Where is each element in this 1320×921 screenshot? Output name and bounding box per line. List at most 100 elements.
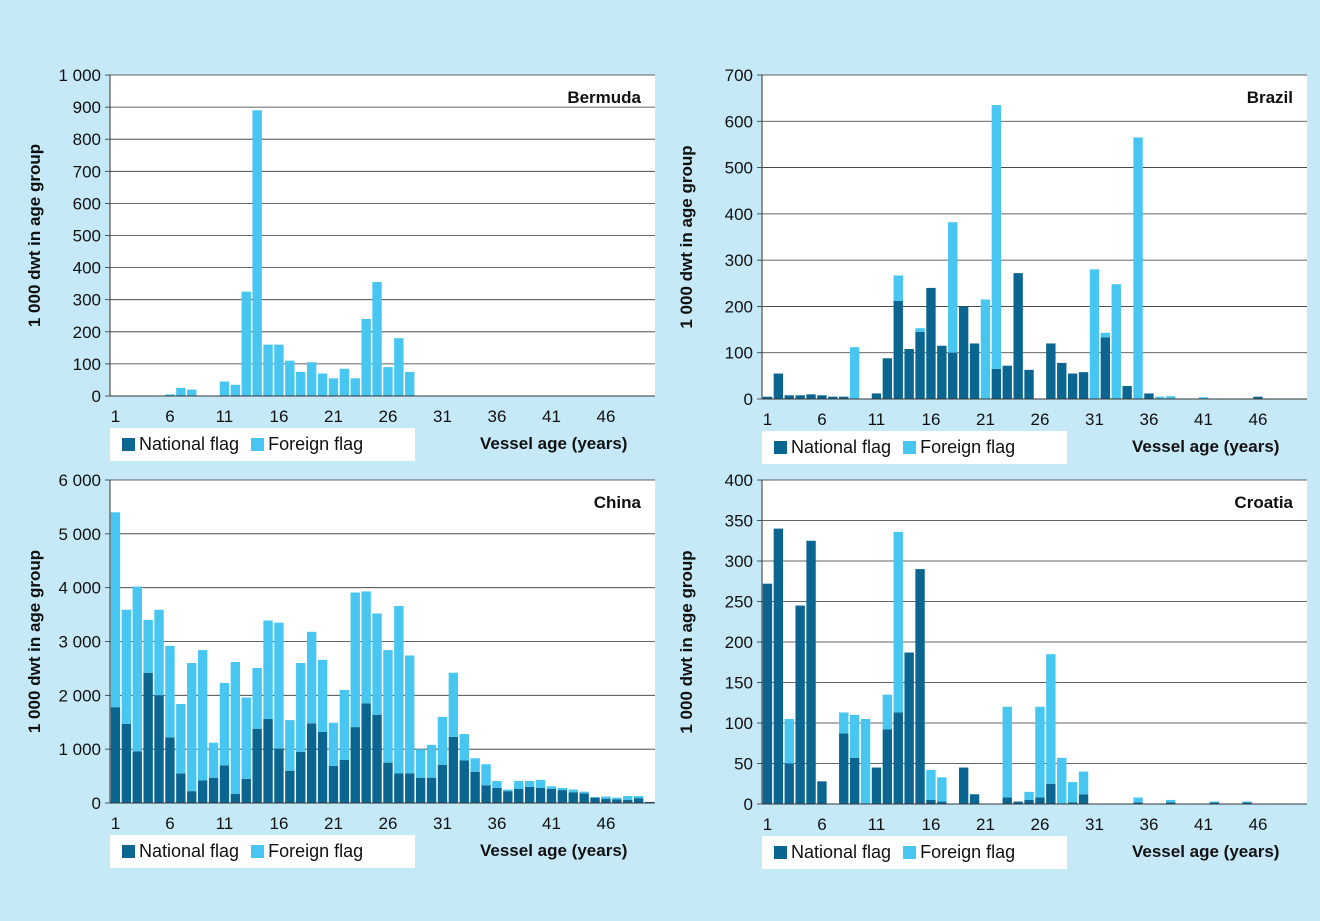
bar-foreign-flag: [263, 620, 273, 720]
bar-national-flag: [871, 767, 882, 804]
chart-panel-bermuda: 0 100 200 300 400 500 600 700 800 900 1 000 1 6 11 16 2…: [0, 55, 660, 461]
bar-national-flag: [1078, 372, 1089, 399]
bar-foreign-flag: [1209, 801, 1220, 803]
bar-national-flag: [535, 787, 546, 803]
legend-item-national-flag: National flag: [774, 437, 891, 458]
bar-national-flag: [839, 396, 849, 399]
bar-national-flag: [143, 672, 153, 803]
bar-foreign-flag: [230, 661, 241, 794]
bar-national-flag: [1166, 802, 1176, 804]
x-tick-label: 1: [763, 410, 772, 429]
plot-area: [762, 75, 1307, 399]
bar-national-flag: [306, 723, 317, 803]
y-tick-label: 300: [73, 291, 101, 310]
bar-national-flag: [991, 368, 1002, 399]
x-tick-label: 26: [378, 814, 397, 833]
bar-foreign-flag: [306, 631, 317, 724]
bar-national-flag: [762, 396, 773, 399]
legend-swatch: [251, 438, 265, 451]
bar-national-flag: [590, 797, 600, 803]
bar-foreign-flag: [383, 367, 393, 396]
x-tick-label: 36: [487, 407, 506, 426]
bar-national-flag: [1013, 273, 1023, 399]
bar-foreign-flag: [1078, 771, 1089, 795]
bar-foreign-flag: [470, 758, 480, 772]
bar-national-flag: [219, 765, 230, 803]
bar-national-flag: [795, 395, 805, 399]
bar-national-flag: [1133, 802, 1143, 804]
y-tick-label: 800: [73, 130, 101, 149]
x-tick-label: 36: [487, 814, 506, 833]
x-tick-label: 41: [1194, 410, 1213, 429]
x-tick-label: 26: [1030, 410, 1049, 429]
y-axis-label: 1 000 dwt in age group: [677, 550, 696, 733]
bar-foreign-flag: [1035, 706, 1045, 798]
legend-item-national-flag: National flag: [122, 841, 239, 862]
bar-national-flag: [448, 736, 459, 803]
bar-foreign-flag: [252, 667, 262, 729]
bar-national-flag: [1067, 373, 1078, 399]
bar-foreign-flag: [176, 387, 186, 396]
bar-foreign-flag: [1089, 269, 1100, 399]
bar-national-flag: [187, 791, 197, 803]
x-tick-label: 41: [1194, 815, 1213, 834]
y-tick-label: 400: [725, 471, 753, 490]
bar-foreign-flag: [230, 384, 241, 396]
bar-foreign-flag: [893, 275, 903, 301]
bar-foreign-flag: [154, 609, 164, 696]
bar-national-flag: [644, 801, 655, 803]
bar-foreign-flag: [252, 110, 262, 396]
bar-foreign-flag: [590, 797, 600, 798]
bar-national-flag: [557, 790, 568, 803]
legend-swatch: [903, 846, 917, 859]
bar-national-flag: [633, 798, 644, 803]
bar-national-flag: [405, 773, 415, 803]
bar-national-flag: [437, 764, 448, 803]
bar-national-flag: [132, 751, 142, 803]
bar-national-flag: [904, 652, 914, 804]
x-axis-label: Vessel age (years): [480, 434, 628, 453]
y-tick-label: 0: [92, 794, 101, 813]
x-tick-label: 1: [111, 407, 120, 426]
legend-label: National flag: [139, 841, 240, 861]
bar-foreign-flag: [937, 777, 947, 802]
x-tick-label: 26: [378, 407, 397, 426]
bar-foreign-flag: [317, 373, 328, 396]
bar-foreign-flag: [405, 371, 415, 396]
bar-national-flag: [503, 791, 513, 803]
bar-national-flag: [1046, 783, 1056, 804]
bar-foreign-flag: [546, 786, 557, 790]
bar-national-flag: [1078, 794, 1089, 804]
bar-foreign-flag: [612, 797, 622, 800]
bar-national-flag: [165, 737, 175, 803]
bar-foreign-flag: [991, 105, 1002, 369]
x-tick-label: 16: [269, 814, 288, 833]
bar-national-flag: [915, 569, 925, 804]
bar-national-flag: [849, 757, 860, 804]
x-tick-label: 31: [433, 407, 452, 426]
y-tick-label: 500: [73, 227, 101, 246]
legend-swatch: [903, 441, 917, 454]
bar-national-flag: [817, 781, 827, 804]
bar-foreign-flag: [339, 368, 350, 396]
legend-item-national-flag: National flag: [122, 434, 239, 455]
bar-foreign-flag: [1242, 801, 1252, 803]
x-tick-label: 6: [165, 814, 174, 833]
x-tick-label: 26: [1030, 815, 1049, 834]
bar-national-flag: [623, 799, 633, 803]
bar-foreign-flag: [372, 282, 382, 396]
legend-swatch: [122, 845, 135, 858]
bar-foreign-flag: [143, 619, 153, 673]
y-tick-label: 0: [744, 390, 753, 409]
bar-foreign-flag: [187, 663, 197, 792]
bar-national-flag: [784, 395, 794, 399]
y-tick-label: 400: [73, 259, 101, 278]
bar-foreign-flag: [535, 779, 546, 788]
bar-national-flag: [1046, 343, 1056, 399]
bar-national-flag: [328, 765, 339, 803]
chart-panel-brazil: 0 100 200 300 400 500 600 700 1 6 11 16 21 26 31 36 41 46…: [652, 55, 1312, 464]
bar-national-flag: [361, 703, 371, 803]
bar-foreign-flag: [481, 764, 491, 786]
